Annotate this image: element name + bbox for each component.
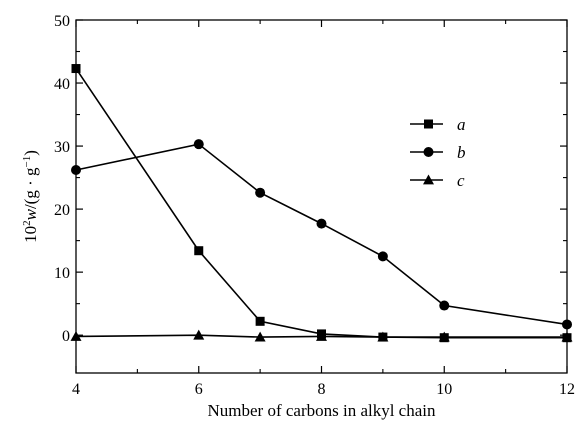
x-tick-label: 8 xyxy=(318,381,326,398)
legend-label: c xyxy=(457,171,465,190)
y-tick-label: 40 xyxy=(54,76,70,93)
y-tick-label: 20 xyxy=(54,202,70,219)
legend-item-c: c xyxy=(410,171,465,190)
y-axis-title-power: 2 xyxy=(21,220,33,226)
plot-area-border xyxy=(75,19,568,374)
series-layer xyxy=(70,64,573,343)
legend-marker xyxy=(424,119,433,129)
y-tick-label: 10 xyxy=(54,265,70,282)
series-c-point xyxy=(438,331,450,342)
legend-label: b xyxy=(457,143,466,162)
series-b-line xyxy=(75,143,568,326)
series-a-point xyxy=(194,246,204,256)
series-c-point xyxy=(70,330,82,341)
x-tick-label: 10 xyxy=(436,381,452,398)
y-axis-title-unit: /(g · g xyxy=(21,167,40,209)
y-axis-title: 102w/(g · g−1) xyxy=(21,150,40,243)
series-b-point xyxy=(377,251,388,262)
legend-item-a: a xyxy=(410,115,466,134)
legend-label: a xyxy=(457,115,466,134)
x-tick-label: 4 xyxy=(72,381,80,398)
axis-tick-labels: 4 6 8 10 12 0 10 20 30 40 50 xyxy=(54,13,575,398)
y-tick-label: 0 xyxy=(62,328,70,345)
series-c xyxy=(70,329,573,342)
series-b-point xyxy=(255,187,266,198)
series-c-point xyxy=(316,330,327,341)
y-axis-title-unit-close: ) xyxy=(21,150,40,156)
series-a-point xyxy=(255,316,265,326)
y-axis-title-variable: w xyxy=(21,208,40,220)
y-axis-title-unit-exponent: −1 xyxy=(21,156,33,168)
series-a-point xyxy=(71,64,81,74)
series-a xyxy=(71,64,572,343)
legend-marker xyxy=(423,147,434,157)
axis-ticks xyxy=(75,19,568,373)
legend: abc xyxy=(410,115,466,190)
x-axis-title: Number of carbons in alkyl chain xyxy=(207,401,436,420)
series-b-point xyxy=(71,165,81,176)
y-tick-label: 30 xyxy=(54,139,70,156)
series-c-point xyxy=(377,331,389,342)
series-a-line xyxy=(75,68,567,339)
plot-frame xyxy=(75,19,568,374)
series-b-point xyxy=(316,218,327,229)
legend-marker xyxy=(423,174,434,185)
x-tick-label: 6 xyxy=(195,381,203,398)
series-b-point xyxy=(562,319,572,330)
series-b xyxy=(71,139,572,330)
y-tick-label: 50 xyxy=(54,13,70,30)
series-b-point xyxy=(439,300,450,311)
series-c-point xyxy=(561,331,573,342)
series-c-point xyxy=(254,331,266,342)
x-tick-label: 12 xyxy=(559,381,575,398)
y-axis-title-base: 10 xyxy=(21,226,40,243)
series-c-point xyxy=(193,329,205,340)
legend-item-b: b xyxy=(410,143,466,162)
series-b-point xyxy=(193,139,204,150)
